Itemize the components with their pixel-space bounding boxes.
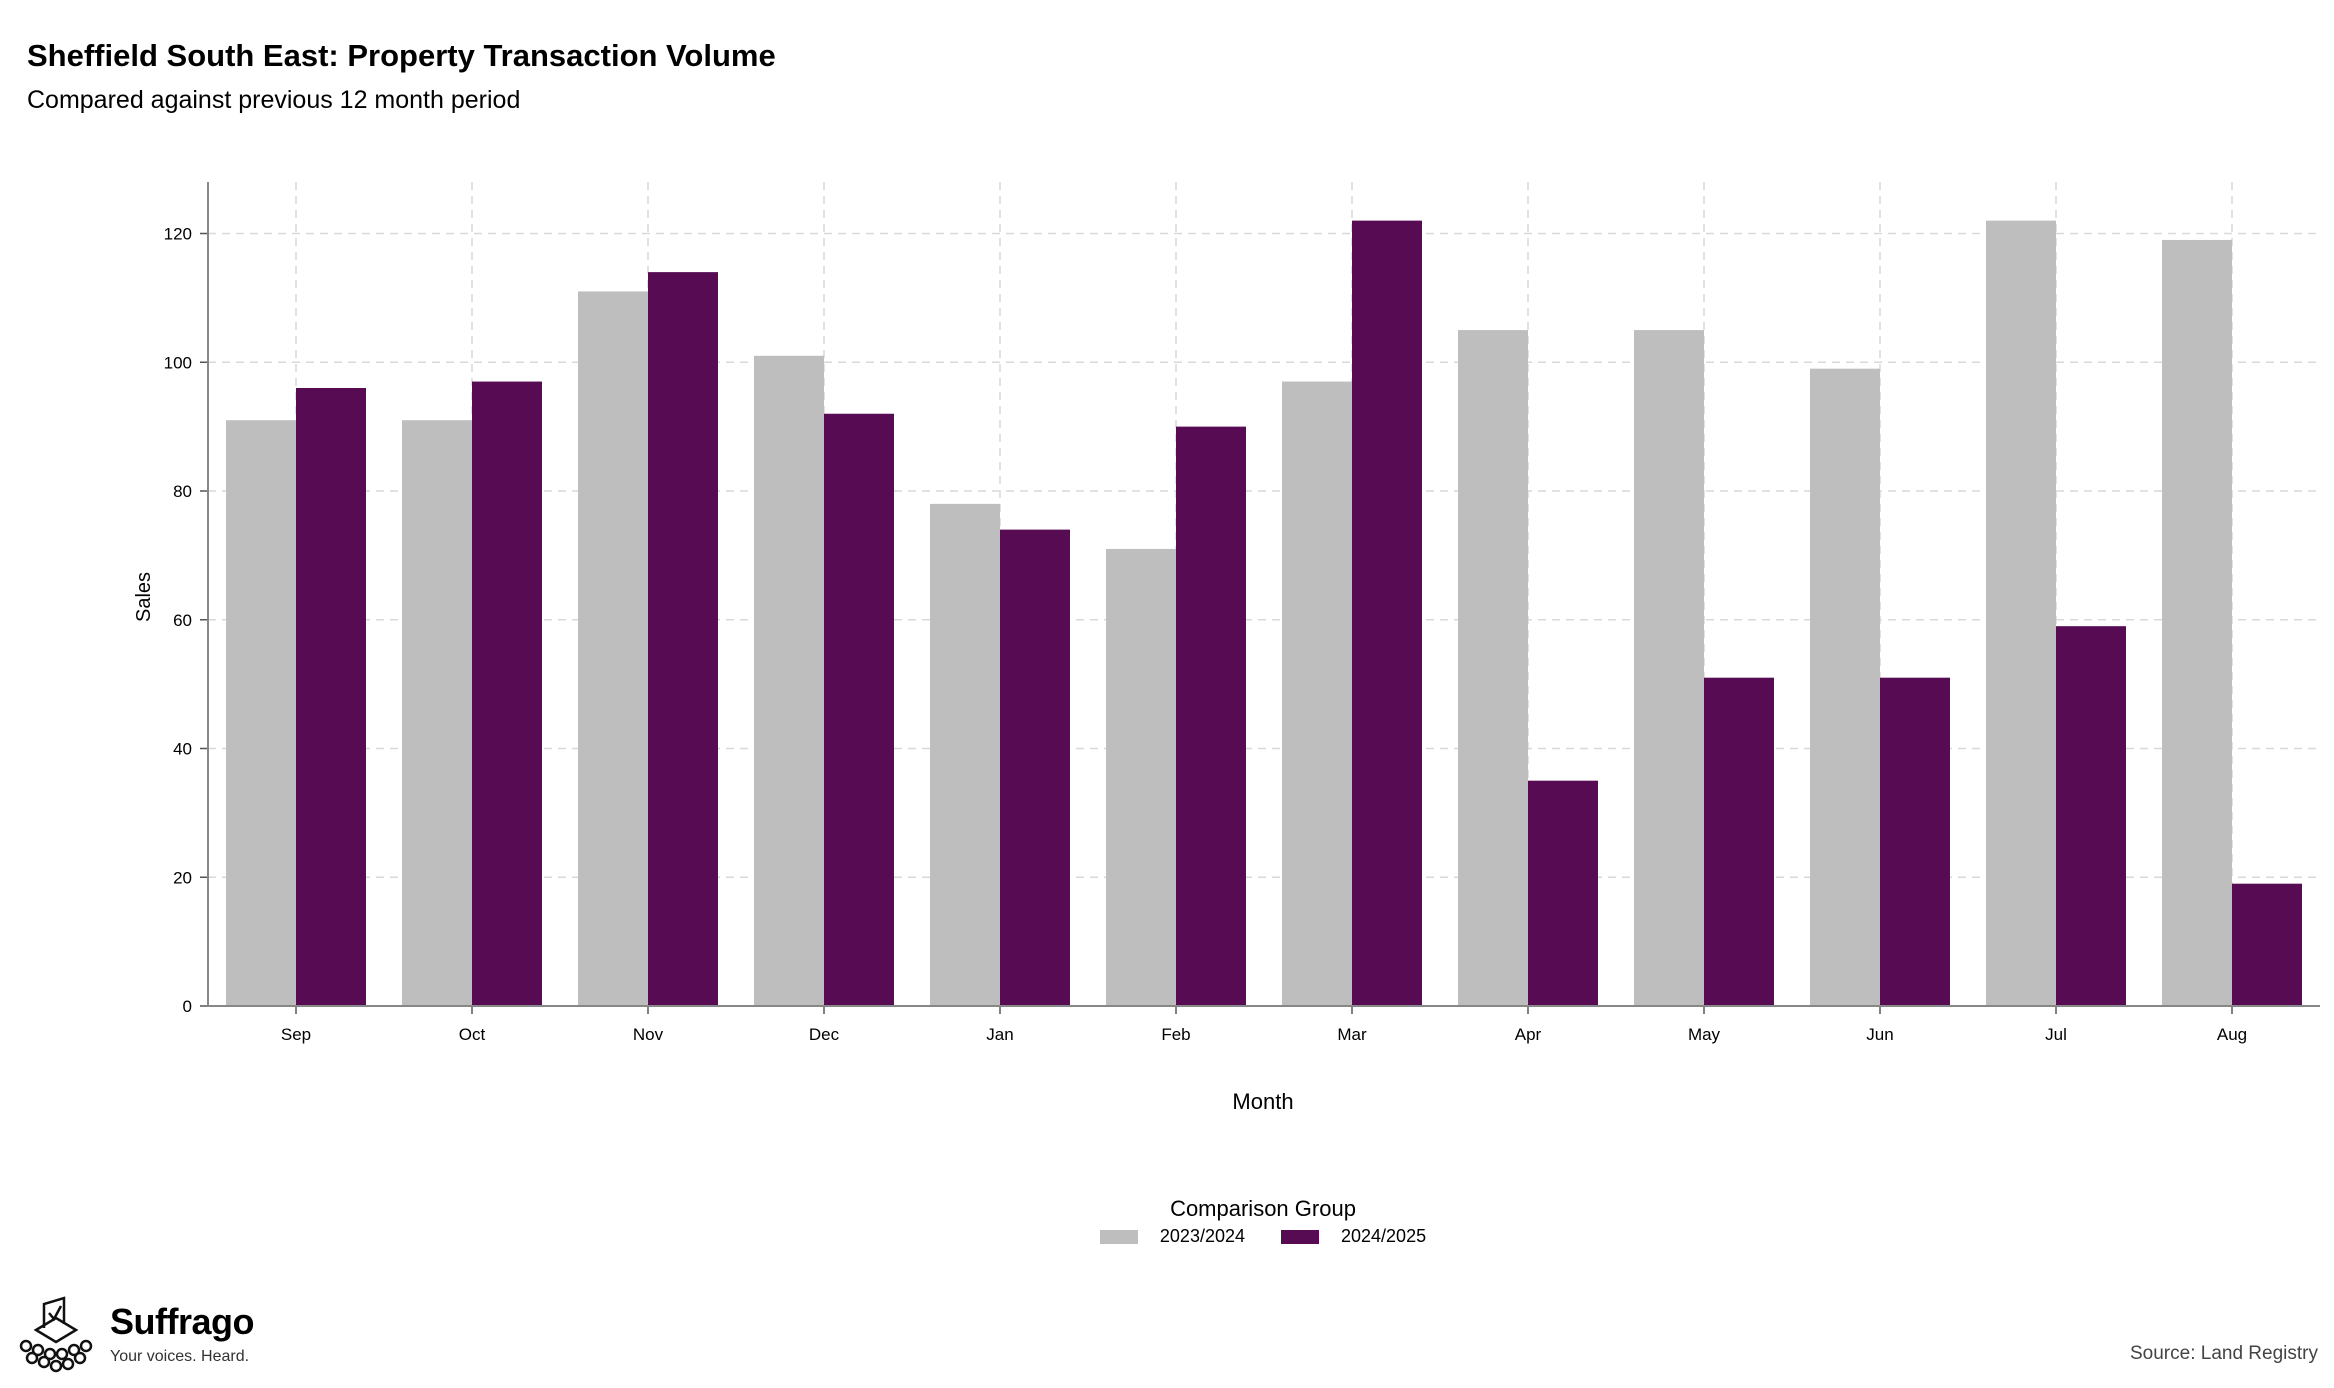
ballot-box-icon — [19, 1296, 93, 1373]
legend: Comparison Group 2023/2024 2024/2025 — [0, 1196, 2334, 1249]
bar-2023-2024-nov — [578, 291, 648, 1006]
bar-2023-2024-apr — [1458, 330, 1528, 1006]
x-tick-label: Nov — [633, 1025, 664, 1044]
y-tick-label: 0 — [183, 997, 192, 1016]
bar-2023-2024-jun — [1810, 368, 1880, 1006]
bar-2023-2024-dec — [754, 355, 824, 1006]
bar-2023-2024-feb — [1106, 548, 1176, 1006]
legend-item-2024-2025: 2024/2025 — [1281, 1226, 1426, 1247]
bar-2024-2025-feb — [1176, 426, 1246, 1006]
x-tick-label: Jun — [1866, 1025, 1893, 1044]
y-tick-label: 60 — [173, 611, 192, 630]
bar-2023-2024-jul — [1986, 220, 2056, 1006]
source-note: Source: Land Registry — [2130, 1343, 2318, 1364]
brand-name: Suffrago — [110, 1301, 255, 1342]
brand-logo: Suffrago Your voices. Heard. — [14, 1296, 255, 1376]
legend-swatch — [1099, 1229, 1138, 1244]
x-tick-label: Mar — [1337, 1025, 1367, 1044]
x-tick-label: May — [1688, 1025, 1721, 1044]
legend-label: 2023/2024 — [1159, 1226, 1245, 1246]
bar-2023-2024-aug — [2162, 239, 2232, 1006]
bar-2024-2025-oct — [472, 381, 542, 1006]
bar-2023-2024-may — [1634, 330, 1704, 1006]
x-axis-title: Month — [1232, 1089, 1293, 1114]
x-tick-label: Oct — [459, 1025, 486, 1044]
y-tick-label: 80 — [173, 482, 192, 501]
bar-layer — [226, 220, 2302, 1006]
bar-2023-2024-jan — [930, 503, 1000, 1006]
y-axis-title: Sales — [133, 572, 155, 622]
y-tick-label: 100 — [164, 353, 192, 372]
bar-2024-2025-jan — [1000, 529, 1070, 1006]
y-tick-label: 40 — [173, 740, 192, 759]
x-tick-label: Apr — [1515, 1025, 1542, 1044]
bar-2024-2025-dec — [824, 413, 894, 1006]
bar-2024-2025-aug — [2232, 883, 2302, 1006]
y-tick-label: 120 — [164, 225, 192, 244]
bar-2024-2025-nov — [648, 272, 718, 1006]
legend-title: Comparison Group — [1170, 1196, 1356, 1221]
bar-2024-2025-jun — [1880, 677, 1950, 1006]
legend-item-2023-2024: 2023/2024 — [1099, 1226, 1245, 1247]
x-tick-label: Sep — [281, 1025, 311, 1044]
bar-2023-2024-oct — [402, 420, 472, 1006]
legend-label: 2024/2025 — [1341, 1226, 1427, 1246]
x-tick-label: Jan — [986, 1025, 1013, 1044]
bar-2024-2025-may — [1704, 677, 1774, 1006]
bar-2023-2024-mar — [1282, 381, 1352, 1006]
chart-subtitle: Compared against previous 12 month perio… — [27, 86, 521, 114]
chart-title: Sheffield South East: Property Transacti… — [27, 38, 776, 73]
axis-layer: 0 20 40 60 80 100 120 Sep Oct Nov Dec Jan Feb Mar Apr M… — [164, 182, 2320, 1044]
bar-2023-2024-sep — [226, 420, 296, 1006]
bar-2024-2025-sep — [296, 388, 366, 1006]
x-tick-label: Feb — [1161, 1025, 1190, 1044]
bar-2024-2025-jul — [2056, 626, 2126, 1006]
bar-2024-2025-apr — [1528, 780, 1598, 1006]
x-tick-label: Jul — [2045, 1025, 2067, 1044]
x-tick-label: Aug — [2217, 1025, 2247, 1044]
brand-tagline: Your voices. Heard. — [110, 1348, 250, 1365]
bar-2024-2025-mar — [1352, 220, 1422, 1006]
y-tick-label: 20 — [173, 868, 192, 887]
x-tick-label: Dec — [809, 1025, 840, 1044]
legend-swatch — [1281, 1229, 1319, 1244]
